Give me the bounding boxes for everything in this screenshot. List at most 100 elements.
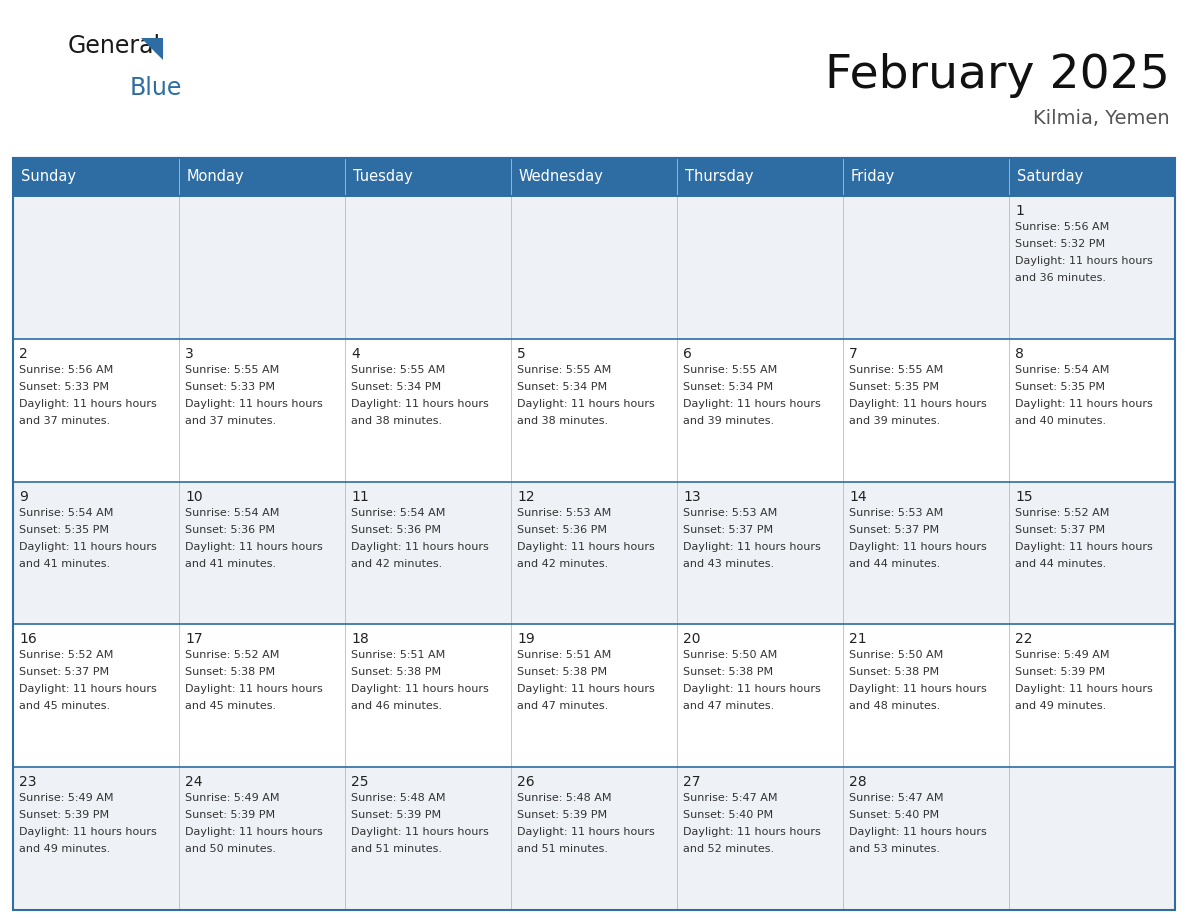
Text: Sunset: 5:35 PM: Sunset: 5:35 PM (19, 524, 109, 534)
Bar (13, 624, 179, 767)
Text: Daylight: 11 hours hours: Daylight: 11 hours hours (517, 398, 655, 409)
Text: Daylight: 11 hours hours: Daylight: 11 hours hours (19, 398, 157, 409)
Text: 26: 26 (517, 775, 535, 789)
Text: Sunset: 5:36 PM: Sunset: 5:36 PM (350, 524, 441, 534)
Bar (1009, 482, 1175, 624)
Text: 5: 5 (517, 347, 526, 361)
Bar (13, 196, 179, 339)
Text: Daylight: 11 hours hours: Daylight: 11 hours hours (19, 685, 157, 694)
Bar (13, 767, 179, 910)
Text: and 39 minutes.: and 39 minutes. (849, 416, 940, 426)
Text: 11: 11 (350, 489, 368, 504)
Text: Sunset: 5:39 PM: Sunset: 5:39 PM (1015, 667, 1105, 677)
Text: and 41 minutes.: and 41 minutes. (19, 558, 110, 568)
Bar (179, 196, 345, 339)
Text: Sunset: 5:38 PM: Sunset: 5:38 PM (683, 667, 773, 677)
Text: Daylight: 11 hours hours: Daylight: 11 hours hours (683, 398, 821, 409)
Text: Tuesday: Tuesday (353, 170, 412, 185)
Text: Sunrise: 5:53 AM: Sunrise: 5:53 AM (517, 508, 612, 518)
Text: and 42 minutes.: and 42 minutes. (350, 558, 442, 568)
Bar (511, 339, 677, 482)
Text: Daylight: 11 hours hours: Daylight: 11 hours hours (1015, 256, 1152, 266)
Bar (677, 339, 843, 482)
Text: Sunset: 5:39 PM: Sunset: 5:39 PM (19, 811, 109, 820)
Text: Daylight: 11 hours hours: Daylight: 11 hours hours (517, 685, 655, 694)
Text: Sunrise: 5:52 AM: Sunrise: 5:52 AM (19, 650, 113, 660)
Bar (345, 196, 511, 339)
Text: Daylight: 11 hours hours: Daylight: 11 hours hours (683, 827, 821, 837)
Text: Daylight: 11 hours hours: Daylight: 11 hours hours (683, 685, 821, 694)
Text: Sunset: 5:37 PM: Sunset: 5:37 PM (849, 524, 940, 534)
Bar (843, 482, 1009, 624)
Text: Sunday: Sunday (21, 170, 76, 185)
Text: Sunrise: 5:50 AM: Sunrise: 5:50 AM (849, 650, 943, 660)
Text: Daylight: 11 hours hours: Daylight: 11 hours hours (849, 542, 987, 552)
Text: Sunrise: 5:49 AM: Sunrise: 5:49 AM (185, 793, 279, 803)
Text: and 47 minutes.: and 47 minutes. (683, 701, 775, 711)
Text: and 40 minutes.: and 40 minutes. (1015, 416, 1106, 426)
Text: 25: 25 (350, 775, 368, 789)
Text: and 49 minutes.: and 49 minutes. (1015, 701, 1106, 711)
Text: 18: 18 (350, 633, 368, 646)
Text: Sunrise: 5:55 AM: Sunrise: 5:55 AM (185, 364, 279, 375)
Bar (1009, 158, 1175, 196)
Text: Daylight: 11 hours hours: Daylight: 11 hours hours (185, 398, 323, 409)
Text: Sunset: 5:37 PM: Sunset: 5:37 PM (19, 667, 109, 677)
Bar (13, 482, 179, 624)
Text: and 38 minutes.: and 38 minutes. (350, 416, 442, 426)
Text: and 50 minutes.: and 50 minutes. (185, 845, 276, 855)
Text: and 42 minutes.: and 42 minutes. (517, 558, 608, 568)
Text: Sunset: 5:33 PM: Sunset: 5:33 PM (19, 382, 109, 392)
Text: Friday: Friday (851, 170, 896, 185)
Bar (179, 624, 345, 767)
Text: Sunrise: 5:54 AM: Sunrise: 5:54 AM (1015, 364, 1110, 375)
Text: 8: 8 (1015, 347, 1024, 361)
Text: 21: 21 (849, 633, 866, 646)
Bar (1009, 624, 1175, 767)
Text: Sunrise: 5:48 AM: Sunrise: 5:48 AM (350, 793, 446, 803)
Text: Sunset: 5:40 PM: Sunset: 5:40 PM (849, 811, 940, 820)
Text: Sunrise: 5:55 AM: Sunrise: 5:55 AM (350, 364, 446, 375)
Text: Sunset: 5:38 PM: Sunset: 5:38 PM (185, 667, 276, 677)
Polygon shape (141, 38, 163, 60)
Text: Sunrise: 5:54 AM: Sunrise: 5:54 AM (350, 508, 446, 518)
Text: Daylight: 11 hours hours: Daylight: 11 hours hours (1015, 685, 1152, 694)
Bar (511, 158, 677, 196)
Text: Daylight: 11 hours hours: Daylight: 11 hours hours (350, 542, 488, 552)
Text: Daylight: 11 hours hours: Daylight: 11 hours hours (1015, 542, 1152, 552)
Text: and 48 minutes.: and 48 minutes. (849, 701, 940, 711)
Bar (179, 767, 345, 910)
Bar (843, 624, 1009, 767)
Bar (179, 339, 345, 482)
Text: Sunrise: 5:48 AM: Sunrise: 5:48 AM (517, 793, 612, 803)
Text: and 45 minutes.: and 45 minutes. (185, 701, 276, 711)
Bar (345, 482, 511, 624)
Bar (1009, 196, 1175, 339)
Text: Saturday: Saturday (1017, 170, 1083, 185)
Text: Sunset: 5:37 PM: Sunset: 5:37 PM (683, 524, 773, 534)
Text: 4: 4 (350, 347, 360, 361)
Bar (843, 158, 1009, 196)
Text: and 39 minutes.: and 39 minutes. (683, 416, 775, 426)
Text: 23: 23 (19, 775, 37, 789)
Text: Daylight: 11 hours hours: Daylight: 11 hours hours (1015, 398, 1152, 409)
Text: Daylight: 11 hours hours: Daylight: 11 hours hours (849, 398, 987, 409)
Text: Sunrise: 5:49 AM: Sunrise: 5:49 AM (19, 793, 114, 803)
Bar (345, 767, 511, 910)
Text: and 49 minutes.: and 49 minutes. (19, 845, 110, 855)
Text: Daylight: 11 hours hours: Daylight: 11 hours hours (517, 827, 655, 837)
Text: Sunset: 5:34 PM: Sunset: 5:34 PM (683, 382, 773, 392)
Text: and 53 minutes.: and 53 minutes. (849, 845, 940, 855)
Bar (179, 482, 345, 624)
Text: 16: 16 (19, 633, 37, 646)
Text: Sunrise: 5:55 AM: Sunrise: 5:55 AM (517, 364, 612, 375)
Text: 17: 17 (185, 633, 203, 646)
Text: and 38 minutes.: and 38 minutes. (517, 416, 608, 426)
Bar (677, 767, 843, 910)
Text: and 43 minutes.: and 43 minutes. (683, 558, 775, 568)
Bar (677, 624, 843, 767)
Text: Sunset: 5:35 PM: Sunset: 5:35 PM (849, 382, 939, 392)
Text: Sunrise: 5:55 AM: Sunrise: 5:55 AM (849, 364, 943, 375)
Text: and 41 minutes.: and 41 minutes. (185, 558, 276, 568)
Text: Sunrise: 5:52 AM: Sunrise: 5:52 AM (185, 650, 279, 660)
